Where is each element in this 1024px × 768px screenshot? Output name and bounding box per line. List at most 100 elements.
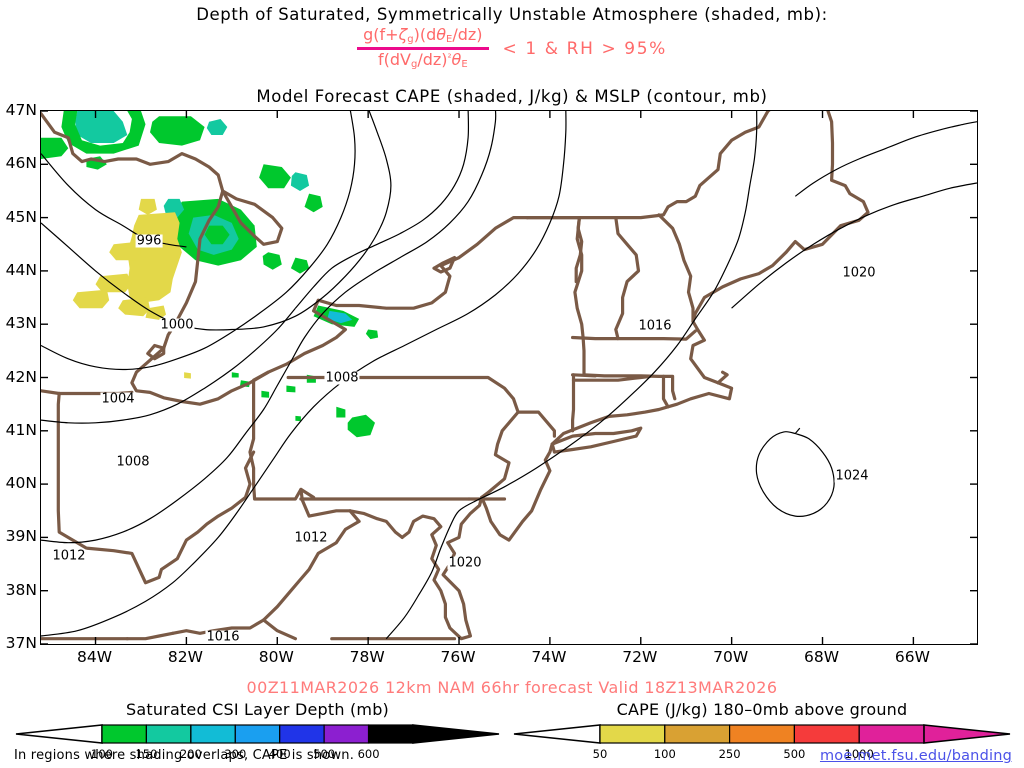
geo-boundary (480, 111, 870, 542)
geo-boundary (571, 373, 597, 378)
lon-tick-label: 72W (622, 648, 658, 666)
colorbar-segment (599, 724, 666, 744)
page-title-cape: Model Forecast CAPE (shaded, J/kg) & MSL… (256, 87, 768, 106)
lat-tick-label: 44N (5, 260, 37, 279)
colorbar-segment (368, 724, 414, 744)
csi-shade-cyan (327, 310, 353, 324)
contour-label: 1012 (51, 548, 87, 564)
colorbar-csi-title: Saturated CSI Layer Depth (mb) (126, 700, 389, 719)
shading-layer (41, 111, 379, 438)
colorbar-tick-label: 500 (313, 747, 336, 761)
mslp-contour (294, 111, 470, 309)
contour-label: 1012 (293, 530, 329, 546)
geo-boundary (716, 370, 729, 385)
lon-tick-label: 78W (349, 648, 385, 666)
mslp-contour (794, 427, 801, 434)
geo-boundary (516, 410, 556, 438)
geo-boundary (550, 426, 643, 454)
colorbar-segment (729, 724, 796, 744)
mslp-contour (385, 499, 478, 640)
contour-label: 996 (135, 233, 163, 249)
colorbar-csi-bar (14, 721, 501, 747)
lon-tick-label: 76W (440, 648, 476, 666)
csi-shade-green (365, 329, 379, 340)
lon-tick-label: 70W (713, 648, 749, 666)
mslp-contour (41, 111, 497, 544)
forecast-map[interactable]: 996 1000 1004 1008 1008 1012 1012 1016 1016 1020 1… (40, 110, 978, 645)
lat-tick-label: 46N (5, 154, 37, 173)
colorbar-segment (234, 724, 281, 744)
mslp-contour (755, 431, 835, 517)
colorbar-tick-label: 500 (783, 747, 806, 761)
lat-tick-label: 40N (5, 474, 37, 493)
lon-tick-label: 68W (803, 648, 840, 666)
cape-shade-yellow (95, 273, 132, 293)
csi-shade-green (290, 257, 310, 274)
mslp-contour (794, 121, 977, 197)
lon-tick-label: 66W (894, 648, 930, 666)
overlap-note: In regions where shading overlaps, CAPE … (14, 748, 355, 763)
lat-tick-label: 45N (5, 207, 37, 226)
colorbar-segment (858, 724, 925, 744)
page-title-main: Depth of Saturated, Symmetrically Unstab… (196, 5, 828, 24)
colorbar-tick-label: 1000 (844, 747, 874, 761)
axis-tick-layer (41, 111, 977, 644)
lat-tick-label: 39N (5, 527, 37, 546)
source-url-link[interactable]: moe.met.fsu.edu/banding (819, 748, 1012, 764)
geo-boundary (125, 631, 175, 641)
colorbar-tick-label: 600 (357, 747, 380, 761)
geo-boundary (41, 389, 61, 396)
colorbar-tick-label: 300 (224, 747, 247, 761)
colorbar-segment (190, 724, 236, 744)
mslp-contour (476, 111, 758, 501)
formula-denominator: f(dVg/dz)²θE (377, 50, 468, 71)
geo-boundary (661, 374, 670, 409)
geo-boundary (299, 487, 316, 499)
colorbar-under-arrow (15, 724, 103, 744)
mslp-contour (41, 111, 356, 371)
colorbar-tick-label: 150 (135, 747, 158, 761)
cape-shade-yellow (118, 297, 150, 317)
lat-tick-label: 42N (5, 367, 37, 386)
contour-label: 1000 (159, 317, 195, 333)
colorbar-tick-label: 100 (91, 747, 113, 761)
contour-label: 1008 (324, 370, 360, 386)
colorbar-segment (323, 724, 370, 744)
lon-tick-label: 84W (76, 648, 113, 666)
lat-tick-label: 37N (5, 634, 37, 652)
geo-boundary (56, 391, 256, 585)
csi-shade-teal (290, 172, 310, 191)
colorbar-tick-label: 200 (179, 747, 202, 761)
colorbar-csi-ticks: 100 150 200 300 400 500 600 (14, 747, 501, 763)
geo-boundary (248, 370, 404, 539)
mslp-contour-layer (41, 111, 977, 640)
csi-shade-teal (75, 111, 128, 143)
contour-label: 1024 (834, 468, 870, 484)
formula-condition: < 1 & RH > 95% (502, 38, 667, 59)
contour-label: 1020 (447, 555, 483, 571)
mslp-contour (41, 111, 567, 637)
contour-label: 1004 (100, 391, 136, 407)
colorbar-csi: Saturated CSI Layer Depth (mb) 100 150 200… (14, 700, 501, 763)
colorbar-segment (793, 724, 860, 744)
latitude-axis: 47N 46N 45N 44N 43N 42N 41N 40N 39N 38N 37N (0, 101, 37, 652)
mslp-contour (41, 307, 296, 424)
geo-boundary (571, 373, 576, 433)
csi-shade-green (336, 406, 346, 418)
csi-shade-teal (206, 119, 228, 135)
contour-label: 1020 (841, 265, 877, 281)
colorbar-segment (101, 724, 148, 744)
csi-shade-green (295, 415, 301, 422)
colorbar-cape: CAPE (J/kg) 180–0mb above ground 50 100 25… (512, 700, 1012, 763)
lat-tick-label: 43N (5, 314, 37, 333)
mslp-contour (41, 153, 187, 248)
geo-boundary (657, 213, 695, 324)
cape-shade-yellow (184, 372, 191, 379)
geo-boundary (614, 216, 641, 341)
geo-boundary (221, 189, 284, 246)
cape-shade-yellow (72, 289, 110, 309)
lat-tick-label: 41N (5, 420, 37, 439)
geo-boundary (574, 216, 584, 284)
colorbar-tick-label: 250 (718, 747, 741, 761)
mslp-contour (41, 111, 392, 331)
